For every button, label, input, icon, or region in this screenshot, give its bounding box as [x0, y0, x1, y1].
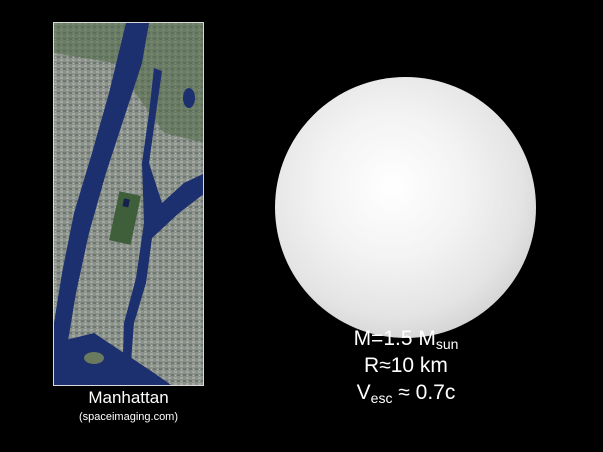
vesc-label: V [356, 381, 371, 404]
vesc-value: ≈ 0.7c [392, 381, 456, 404]
mass-line: M=1.5 Msun [300, 325, 512, 352]
mass-subscript: sun [435, 336, 459, 352]
photo-credit: (spaceimaging.com) [78, 411, 179, 423]
neutron-star-sphere [275, 77, 536, 338]
radius-line: R≈10 km [364, 354, 448, 377]
mass-label: M=1.5 M [353, 327, 436, 350]
escape-velocity-line: Vesc ≈ 0.7c [300, 379, 512, 406]
manhattan-satellite-image [53, 22, 204, 386]
star-properties: M=1.5 Msun R≈10 km Vesc ≈ 0.7c [300, 325, 512, 406]
vesc-subscript: esc [370, 390, 393, 406]
photo-caption: Manhattan [88, 388, 169, 407]
